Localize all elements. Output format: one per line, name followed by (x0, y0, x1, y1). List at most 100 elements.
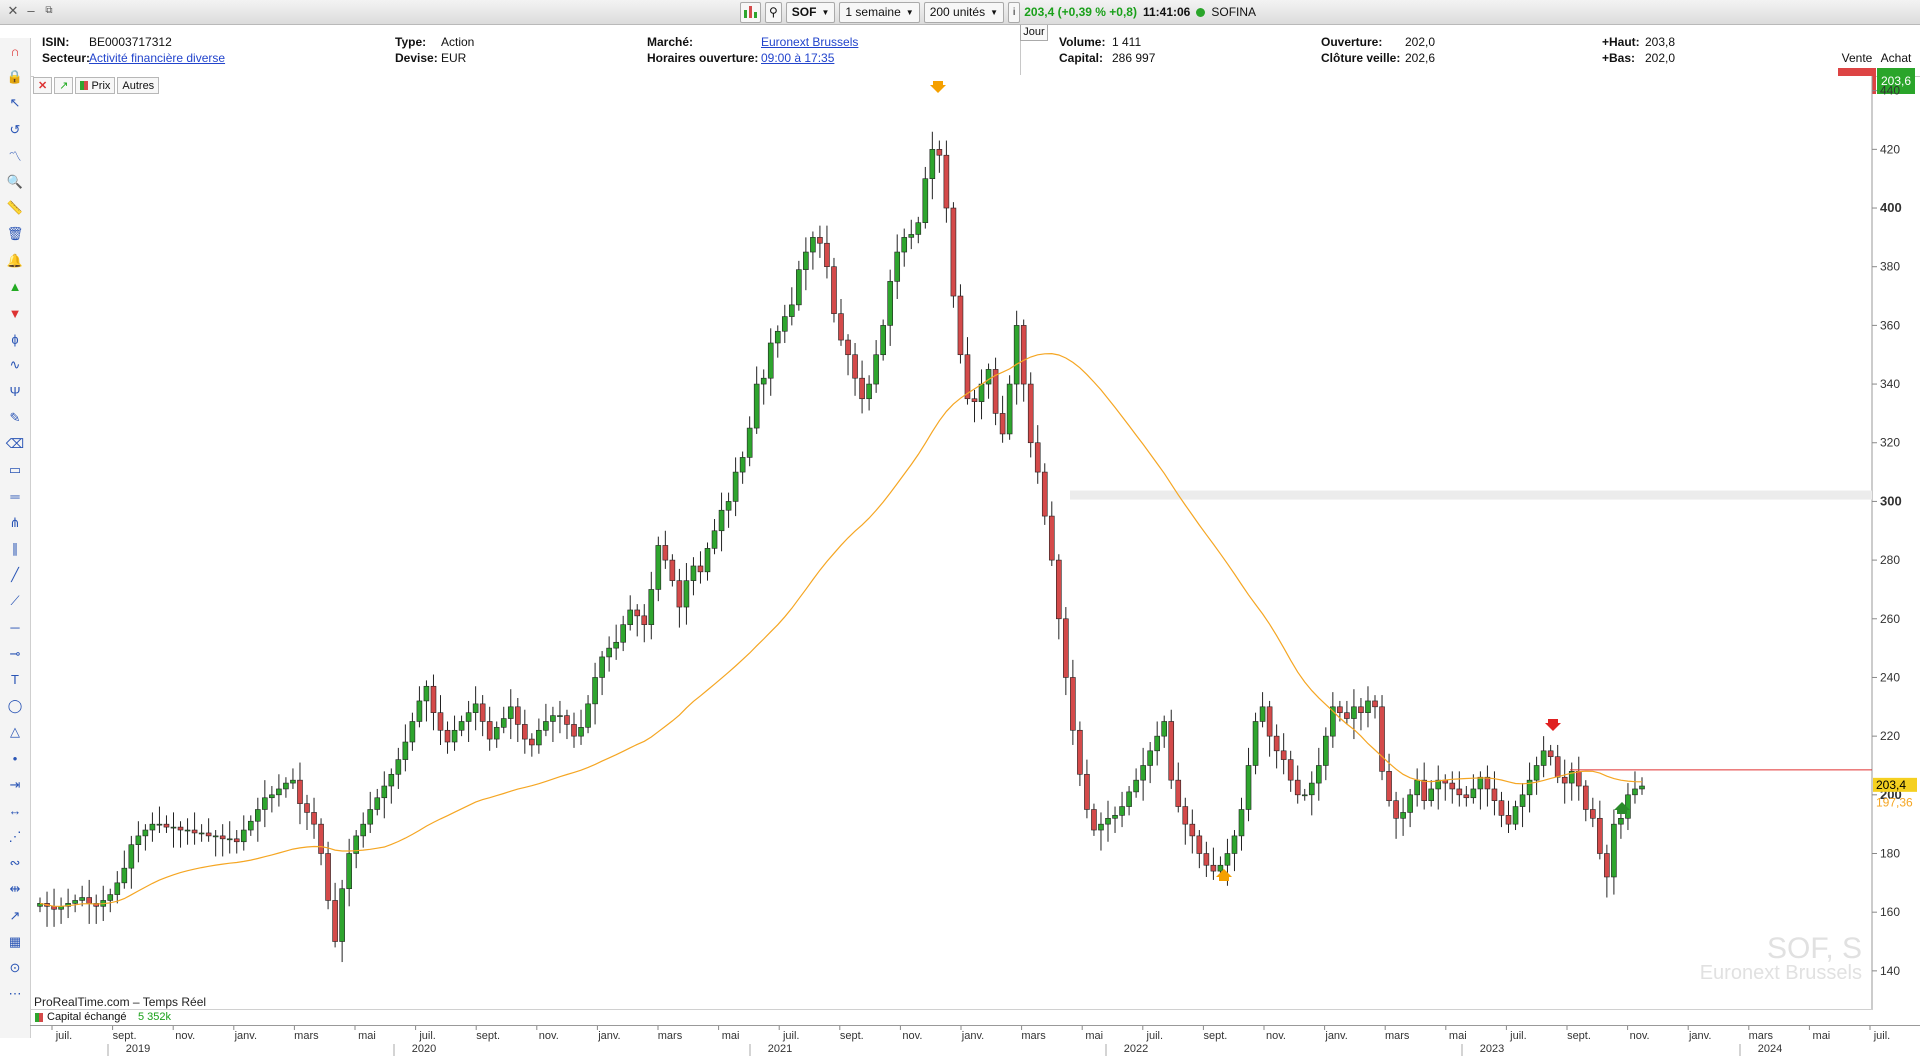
cycle-icon[interactable]: ∾ (9, 855, 21, 871)
ellipse-icon[interactable]: ◯ (7, 698, 23, 713)
segment-icon[interactable]: ⟋ (10, 593, 20, 609)
line-icon[interactable]: ╱ (11, 567, 19, 582)
x-tick-label: nov. (539, 1030, 559, 1042)
achat-button[interactable]: 203,6 (1877, 68, 1915, 94)
units-select[interactable]: 200 unités ▼ (923, 1, 1004, 23)
wave-icon[interactable]: ∿ (9, 357, 21, 373)
last-price-badge (1873, 777, 1917, 792)
title-controls: ⚲ SOF ▼ 1 semaine ▼ 200 unités ▼ i 203,4 (+… (740, 1, 1256, 23)
volume-panel-value: 5 352k (138, 1011, 172, 1023)
x-tick-label: juil. (782, 1030, 800, 1042)
ouverture-value: 202,0 (1405, 35, 1436, 49)
bell-icon[interactable]: 🔔 (6, 252, 24, 268)
candle-body (1561, 776, 1568, 784)
candle-body (226, 838, 233, 841)
candle-body (304, 803, 310, 813)
extend-icon[interactable]: ⇥ (9, 776, 21, 792)
candle-body (1252, 721, 1259, 766)
rotate-icon[interactable]: ↺ (9, 121, 21, 137)
more-icon[interactable]: ⋯ (8, 986, 22, 1002)
fibonacci-icon[interactable]: ɸ (11, 331, 19, 347)
candle-body (1168, 721, 1175, 781)
add-indicator-button[interactable]: ↗ (54, 77, 74, 94)
pencil-icon[interactable]: ✎ (9, 409, 21, 425)
candle-body (402, 741, 409, 760)
marker-icon[interactable]: ⊙ (9, 960, 21, 975)
quote-time: 11:41:06 (1142, 5, 1191, 19)
jour-tab[interactable]: Jour (1020, 25, 1048, 41)
candle-body (522, 724, 528, 740)
gann-icon[interactable]: ⋰ (8, 829, 22, 844)
y-tick-label: 160 (1880, 905, 1900, 919)
chart-type-button[interactable] (740, 1, 761, 23)
candle-body (1231, 835, 1238, 854)
remove-button[interactable]: ✕ (33, 77, 53, 94)
trend-icon[interactable]: 〽 (8, 149, 22, 165)
candle-body (1147, 750, 1153, 766)
pitchfork-icon[interactable]: ⋔ (9, 514, 21, 530)
hline-icon[interactable]: ═ (10, 488, 20, 504)
x-tick-label: janv. (1324, 1030, 1347, 1042)
year-label: 2020 (412, 1043, 436, 1055)
horaires-link[interactable]: 09:00 à 17:35 (761, 51, 835, 65)
volume-panel[interactable]: Capital échangé 5 352k (30, 1009, 1873, 1024)
candle-body (177, 826, 184, 831)
minimize-icon[interactable]: – (27, 3, 35, 18)
close-icon[interactable]: ✕ (7, 3, 19, 18)
measure-icon[interactable]: ↔ (8, 803, 22, 819)
link-icon[interactable]: ⚲ (765, 1, 782, 23)
candle-body (1294, 779, 1301, 796)
candle-body (1273, 735, 1280, 752)
text-icon[interactable]: T (11, 672, 19, 688)
eraser-icon[interactable]: ⌫ (5, 436, 25, 451)
trash-icon[interactable]: 🗑 (6, 226, 24, 242)
fork-icon[interactable]: Ψ (9, 384, 21, 400)
point-icon[interactable]: • (12, 750, 18, 766)
horizontal-icon[interactable]: ─ (10, 619, 20, 635)
x-tick-label: mai (722, 1030, 740, 1042)
restore-icon[interactable]: ⧉ (45, 5, 53, 16)
signal-arrow-down-icon (930, 81, 946, 93)
price-chart[interactable]: 1401601802002202402602803003203403603804… (30, 76, 1920, 1036)
candle-body (922, 178, 929, 223)
cloture-value: 202,6 (1405, 51, 1436, 65)
candle-body (233, 838, 240, 843)
cursor-icon[interactable]: ↖ (9, 95, 21, 111)
ray-icon[interactable]: ⊸ (9, 645, 21, 661)
rectangle-icon[interactable]: ▭ (8, 462, 22, 478)
candle-body (311, 812, 317, 825)
prix-button[interactable]: Prix (75, 77, 116, 94)
period-select[interactable]: 1 semaine ▼ (839, 1, 920, 23)
candle-body (479, 703, 486, 722)
candle-body (529, 738, 535, 746)
candle-body (212, 835, 219, 838)
channel-icon[interactable]: ∥ (11, 540, 19, 556)
triangle-icon[interactable]: △ (10, 724, 20, 740)
ruler-icon[interactable]: 📏 (6, 200, 24, 216)
candle-body (1140, 765, 1146, 781)
ticker-select[interactable]: SOF ▼ (785, 1, 836, 23)
candle-body (1315, 765, 1322, 784)
signal-arrow-down-icon (1545, 719, 1561, 731)
autres-button[interactable]: Autres (117, 77, 160, 94)
arrow-down-icon[interactable]: ▼ (8, 305, 22, 321)
capital-label: Capital: (1059, 51, 1104, 65)
grid-icon[interactable]: ▦ (8, 933, 22, 949)
candle-body (1224, 853, 1231, 866)
zoom-icon[interactable]: 🔍 (6, 174, 24, 189)
info-icon[interactable]: i (1008, 1, 1021, 23)
magnet-icon[interactable]: ∩ (10, 43, 20, 59)
arrow-up-icon[interactable]: ▲ (8, 279, 22, 295)
candle-body (1041, 471, 1048, 517)
candle-body (1575, 771, 1582, 787)
range-icon[interactable]: ⇹ (9, 881, 21, 897)
time-axis[interactable]: juil. sept. nov. janv. mars mai juil. sept. nov.… (30, 1025, 1920, 1056)
marche-link[interactable]: Euronext Brussels (761, 35, 859, 49)
candle-body (1533, 765, 1540, 781)
arrow-line-icon[interactable]: ↗ (9, 907, 21, 923)
lock-icon[interactable]: 🔒 (6, 69, 24, 85)
candle-body (592, 677, 598, 705)
candle-body (873, 354, 879, 385)
secteur-link[interactable]: Activité financière diverse (89, 51, 226, 65)
y-tick-label: 140 (1880, 964, 1900, 978)
